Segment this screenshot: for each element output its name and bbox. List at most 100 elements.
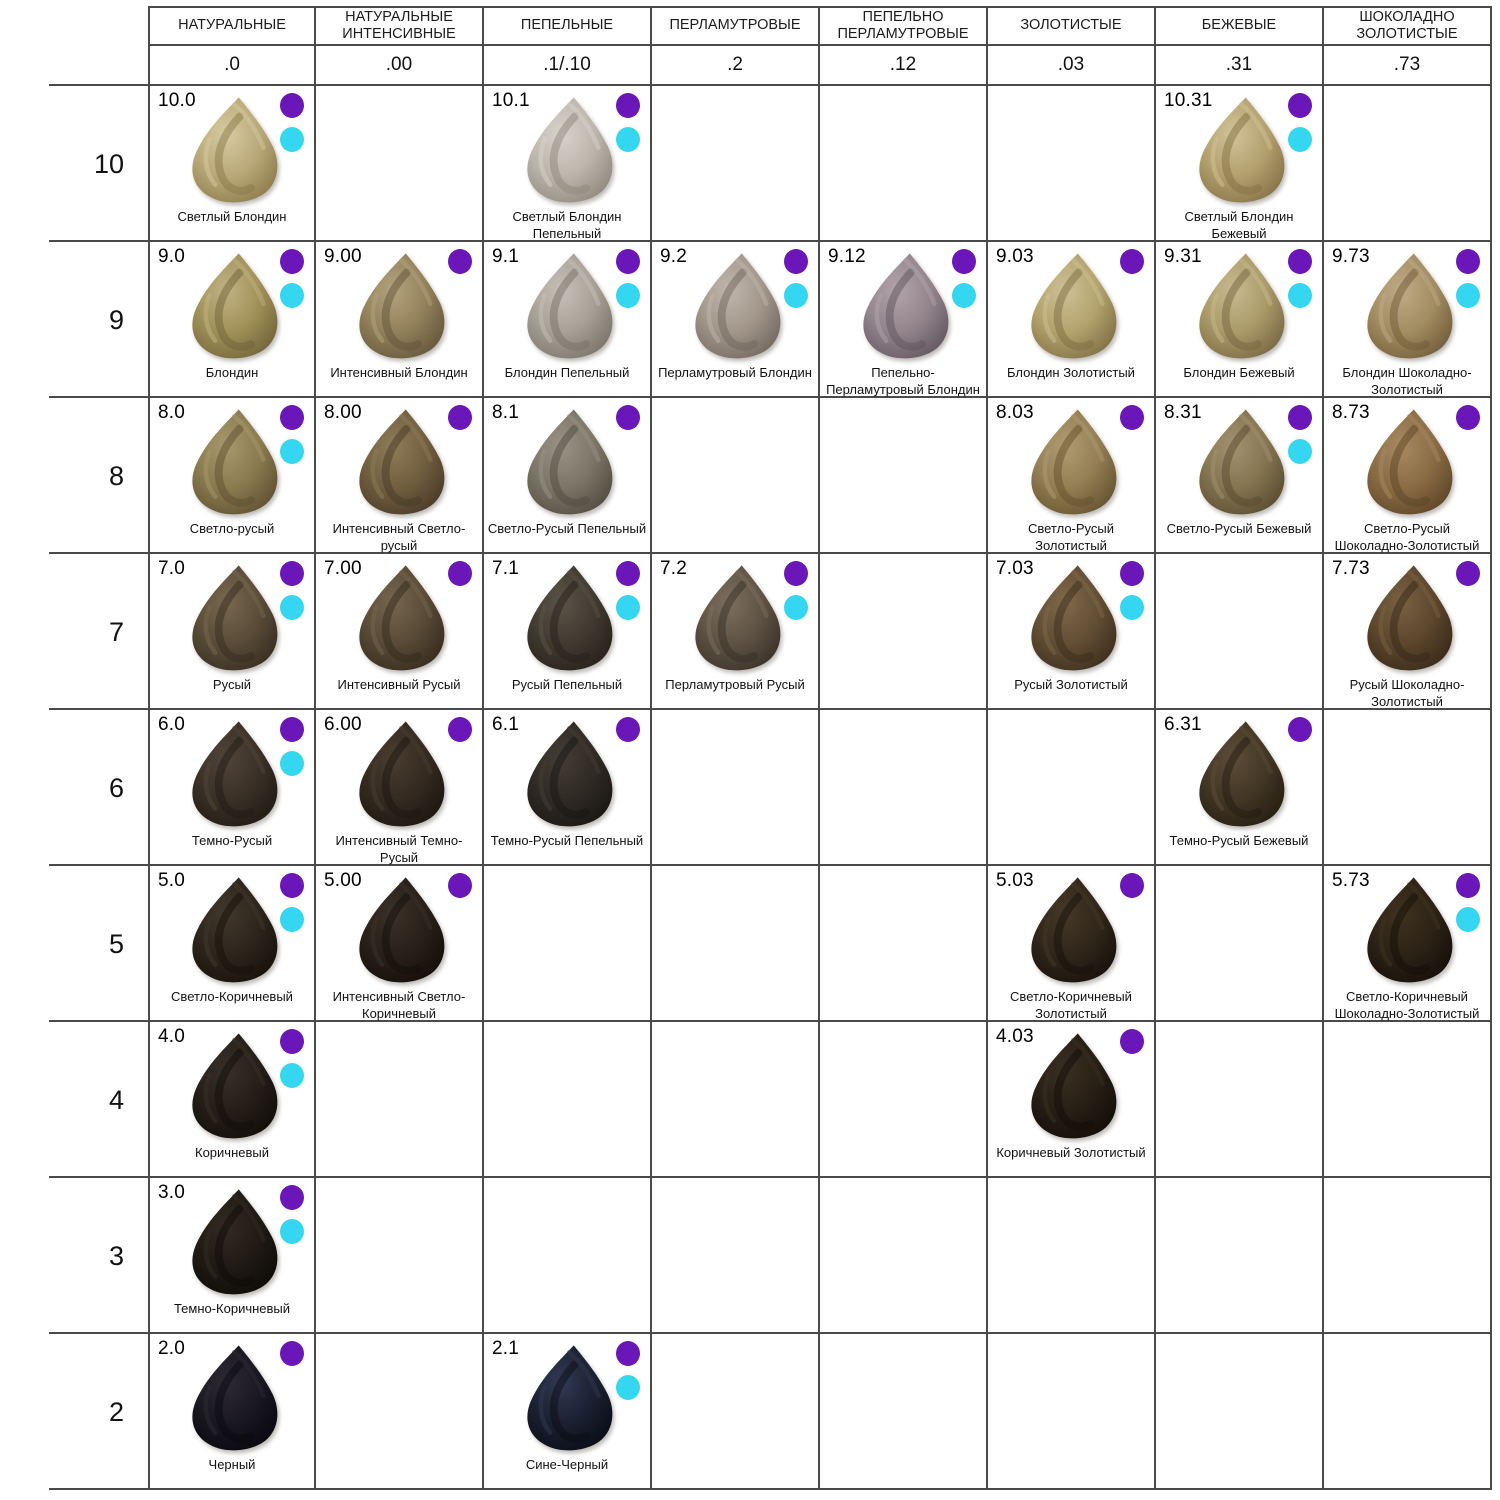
row-level-label: 9 (1, 242, 148, 398)
shade-cell[interactable]: 5.0 Светло-Коричневый (148, 866, 316, 1022)
shade-cell[interactable]: 7.1 Русый Пепельный (484, 554, 652, 710)
purple-dot-icon (280, 249, 304, 274)
row-level-label: 4 (1, 1022, 148, 1178)
shade-cell[interactable]: 9.2 Перламутровый Блондин (652, 242, 820, 398)
hair-swatch (192, 253, 278, 359)
hair-swatch (527, 97, 613, 203)
dye-type-dots (1456, 873, 1480, 932)
purple-dot-icon (784, 249, 808, 274)
shade-cell[interactable]: 8.0 Светло-русый (148, 398, 316, 554)
hair-swatch (695, 565, 781, 671)
purple-dot-icon (616, 717, 640, 742)
shade-cell[interactable]: 2.0 Черный (148, 1334, 316, 1490)
shade-cell[interactable]: 8.73 Светло-Русый Шоколадно-Золотистый (1324, 398, 1492, 554)
dye-type-dots (616, 717, 640, 742)
shade-cell[interactable]: 9.12 Пепельно-Перламутровый Блондин (820, 242, 988, 398)
shade-code: 8.1 (492, 402, 520, 423)
column-code: .00 (316, 46, 484, 86)
column-code: .0 (148, 46, 316, 86)
shade-cell[interactable]: 9.0 Блондин (148, 242, 316, 398)
shade-cell[interactable]: 7.03 Русый Золотистый (988, 554, 1156, 710)
dye-type-dots (1120, 1029, 1144, 1054)
shade-code: 9.73 (1332, 246, 1370, 267)
shade-cell[interactable]: 5.73 Светло-Коричневый Шоколадно-Золотист… (1324, 866, 1492, 1022)
shade-cell[interactable]: 6.31 Темно-Русый Бежевый (1156, 710, 1324, 866)
shade-name: Светло-Коричневый (171, 989, 293, 1004)
purple-dot-icon (1120, 1029, 1144, 1054)
shade-code: 8.0 (158, 402, 186, 423)
shade-code: 9.00 (324, 246, 362, 267)
purple-dot-icon (616, 561, 640, 586)
shade-cell[interactable]: 10.1 Светлый Блондин Пепельный (484, 86, 652, 242)
shade-table: НАТУРАЛЬНЫЕ .0 НАТУРАЛЬНЫЕ ИНТЕНСИВНЫЕ .00 П… (1, 6, 1492, 1490)
shade-cell[interactable]: 7.00 Интенсивный Русый (316, 554, 484, 710)
shade-name: Интенсивный Светло-русый (332, 521, 466, 553)
shade-cell[interactable]: 7.0 Русый (148, 554, 316, 710)
hair-swatch (192, 409, 278, 515)
cyan-dot-icon (1456, 283, 1480, 308)
shade-code: 9.2 (660, 246, 688, 267)
shade-name: Перламутровый Русый (665, 677, 805, 692)
shade-code: 6.31 (1164, 714, 1202, 735)
row-level-label: 6 (1, 710, 148, 866)
shade-cell[interactable]: 4.0 Коричневый (148, 1022, 316, 1178)
shade-cell[interactable]: 5.00 Интенсивный Светло-Коричневый (316, 866, 484, 1022)
shade-cell[interactable]: 3.0 Темно-Коричневый (148, 1178, 316, 1334)
cyan-dot-icon (616, 283, 640, 308)
shade-cell[interactable]: 8.00 Интенсивный Светло-русый (316, 398, 484, 554)
shade-cell[interactable]: 9.03 Блондин Золотистый (988, 242, 1156, 398)
hair-swatch (1199, 253, 1285, 359)
shade-cell[interactable]: 4.03 Коричневый Золотистый (988, 1022, 1156, 1178)
shade-cell[interactable]: 8.1 Светло-Русый Пепельный (484, 398, 652, 554)
shade-cell[interactable]: 6.00 Интенсивный Темно-Русый (316, 710, 484, 866)
shade-code: 10.31 (1164, 90, 1213, 111)
shade-name: Блондин Пепельный (504, 365, 630, 380)
column-title: ПЕПЕЛЬНЫЕ (484, 6, 652, 46)
dye-type-dots (280, 405, 304, 464)
shade-name: Блондин Золотистый (1007, 365, 1135, 380)
shade-cell[interactable]: 8.31 Светло-Русый Бежевый (1156, 398, 1324, 554)
shade-cell[interactable]: 2.1 Сине-Черный (484, 1334, 652, 1490)
shade-cell[interactable]: 10.0 Светлый Блондин (148, 86, 316, 242)
shade-cell[interactable]: 9.1 Блондин Пепельный (484, 242, 652, 398)
purple-dot-icon (280, 1341, 304, 1366)
empty-cell (1156, 554, 1324, 710)
hair-swatch (1199, 97, 1285, 203)
shade-cell[interactable]: 6.1 Темно-Русый Пепельный (484, 710, 652, 866)
shade-code: 7.73 (1332, 558, 1370, 579)
dye-type-dots (280, 1029, 304, 1088)
shade-name: Светло-Русый Бежевый (1166, 521, 1312, 536)
hair-swatch (527, 1345, 613, 1451)
purple-dot-icon (448, 873, 472, 898)
shade-code: 9.03 (996, 246, 1034, 267)
column-title: ПЕРЛАМУТРОВЫЕ (652, 6, 820, 46)
hair-swatch (192, 1345, 278, 1451)
shade-cell[interactable]: 6.0 Темно-Русый (148, 710, 316, 866)
cyan-dot-icon (1120, 595, 1144, 620)
shade-cell[interactable]: 10.31 Светлый Блондин Бежевый (1156, 86, 1324, 242)
shade-code: 5.0 (158, 870, 186, 891)
shade-cell[interactable]: 9.31 Блондин Бежевый (1156, 242, 1324, 398)
shade-cell[interactable]: 8.03 Светло-Русый Золотистый (988, 398, 1156, 554)
dye-type-dots (1120, 249, 1144, 274)
hair-swatch (192, 877, 278, 983)
empty-cell (988, 1178, 1156, 1334)
shade-cell[interactable]: 7.73 Русый Шоколадно-Золотистый (1324, 554, 1492, 710)
shade-cell[interactable]: 9.73 Блондин Шоколадно-Золотистый (1324, 242, 1492, 398)
shade-code: 4.0 (158, 1026, 186, 1047)
shade-name: Темно-Русый (191, 833, 273, 848)
dye-type-dots (280, 717, 304, 776)
dye-type-dots (1120, 561, 1144, 620)
column-title: НАТУРАЛЬНЫЕ (148, 6, 316, 46)
purple-dot-icon (784, 561, 808, 586)
shade-name: Блондин Бежевый (1183, 365, 1295, 380)
shade-cell[interactable]: 9.00 Интенсивный Блондин (316, 242, 484, 398)
empty-cell (820, 1022, 988, 1178)
shade-code: 8.03 (996, 402, 1034, 423)
shade-name: Блондин (205, 365, 259, 380)
shade-cell[interactable]: 5.03 Светло-Коричневый Золотистый (988, 866, 1156, 1022)
cyan-dot-icon (280, 439, 304, 464)
shade-cell[interactable]: 7.2 Перламутровый Русый (652, 554, 820, 710)
column-code: .12 (820, 46, 988, 86)
purple-dot-icon (280, 1185, 304, 1210)
